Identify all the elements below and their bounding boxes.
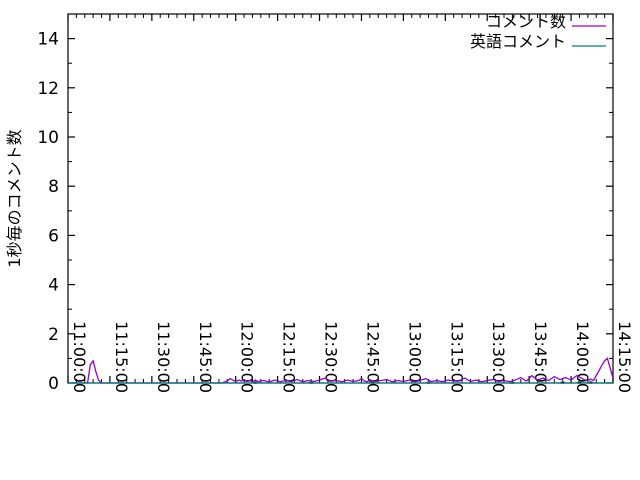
x-tick-label: 13:45:00	[531, 321, 550, 393]
y-tick-label: 12	[37, 79, 59, 99]
x-tick-label: 13:00:00	[405, 321, 424, 393]
y-tick-label: 0	[48, 374, 59, 394]
x-tick-label: 12:15:00	[280, 321, 299, 393]
series-line-2	[68, 380, 613, 384]
x-tick-label: 11:15:00	[112, 321, 131, 393]
x-tick-label: 14:15:00	[615, 321, 634, 393]
y-tick-label: 8	[48, 177, 59, 197]
x-tick-label: 12:45:00	[363, 321, 382, 393]
x-tick-label: 11:30:00	[154, 321, 173, 393]
x-tick-label: 11:00:00	[70, 321, 89, 393]
x-tick-label: 14:00:00	[573, 321, 592, 393]
y-tick-label: 14	[37, 30, 59, 50]
legend-label-1: コメント数	[486, 12, 566, 31]
x-tick-label: 12:00:00	[238, 321, 257, 393]
x-tick-label: 13:30:00	[489, 321, 508, 393]
legend-label-2: 英語コメント	[470, 32, 566, 51]
x-tick-label: 13:15:00	[447, 321, 466, 393]
y-tick-label: 6	[48, 226, 59, 246]
x-tick-label: 11:45:00	[196, 321, 215, 393]
y-axis-title: 1秒毎のコメント数	[5, 129, 24, 267]
series-line-1	[68, 357, 614, 384]
y-tick-label: 4	[48, 276, 59, 296]
y-tick-label: 2	[48, 325, 59, 345]
y-tick-label: 10	[37, 128, 59, 148]
x-tick-label: 12:30:00	[322, 321, 341, 393]
